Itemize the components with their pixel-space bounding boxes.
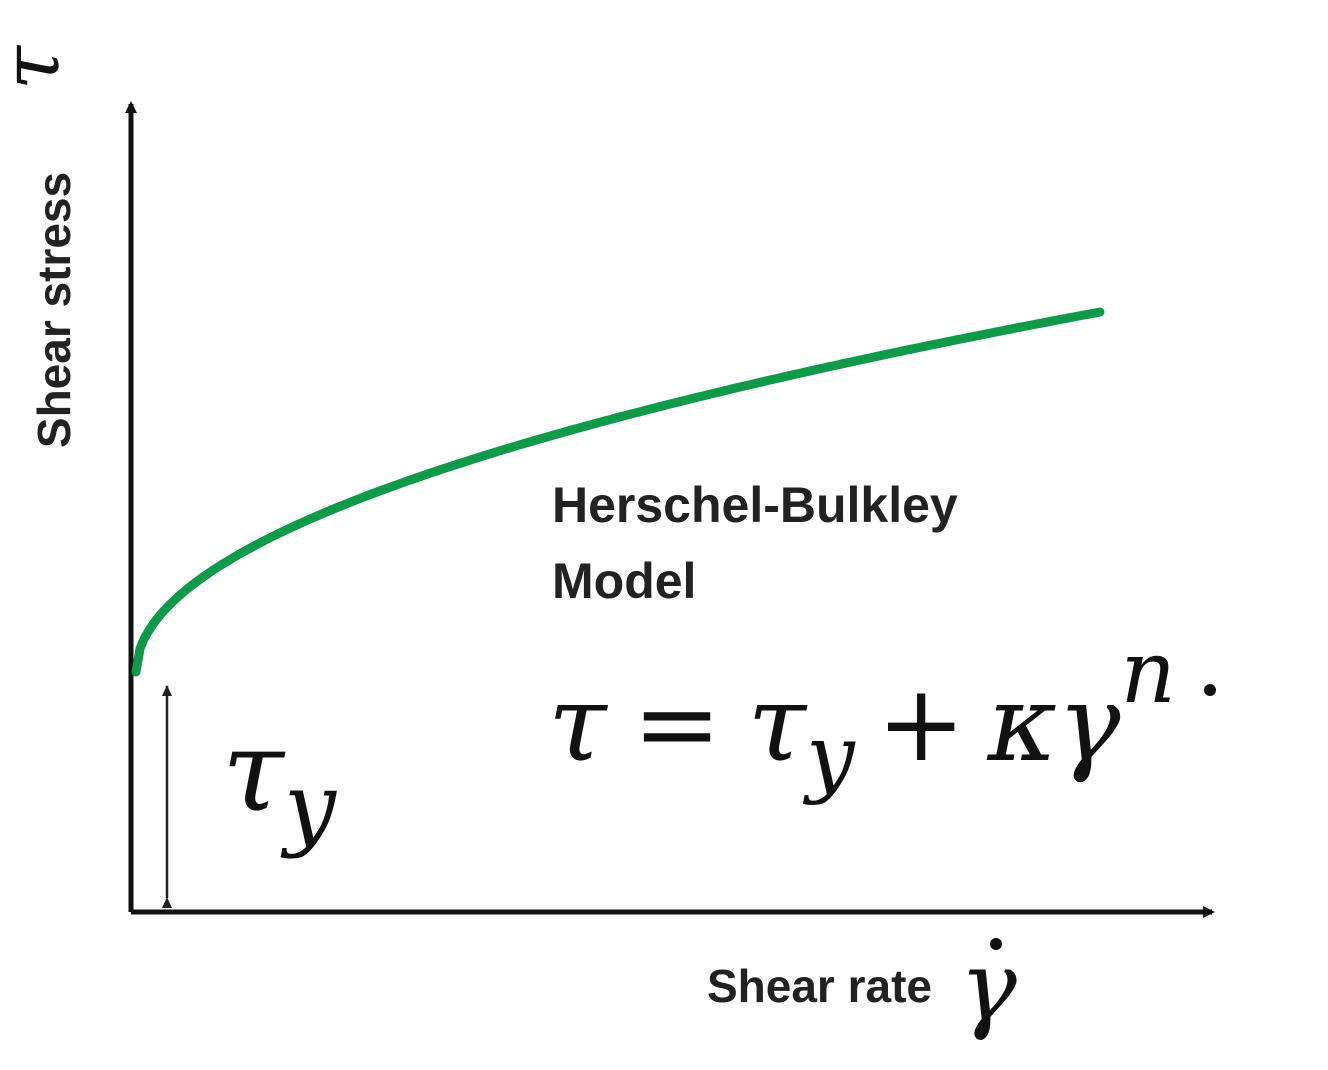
x-axis-symbol-dot <box>990 938 1002 950</box>
x-axis-label: Shear rate <box>707 960 932 1012</box>
equation-equals: = <box>633 662 722 785</box>
equation-plus: + <box>877 662 966 785</box>
equation-gamma-dot <box>1204 684 1216 696</box>
model-equation: τ = τy + κγn <box>548 623 1176 807</box>
yield-stress-subscript: y <box>280 753 337 860</box>
equation-gamma: γ <box>1057 662 1121 785</box>
equation-tau: τ <box>747 662 808 785</box>
y-axis-symbol: τ <box>0 44 77 90</box>
equation-exponent: n <box>1120 623 1175 723</box>
model-name-line-1: Herschel-Bulkley <box>552 477 958 533</box>
x-axis-symbol: γ <box>959 931 1017 1043</box>
yield-stress-symbol: τ <box>222 707 286 837</box>
model-name-line-2: Model <box>552 553 696 609</box>
y-axis-label: Shear stress <box>28 172 80 448</box>
equation-lhs: τ <box>548 662 609 785</box>
equation-kappa: κ <box>987 662 1058 785</box>
yield-stress-label: τy <box>222 707 337 860</box>
equation-tau-subscript: y <box>802 707 856 807</box>
series-line-herschel-bulkley <box>131 307 1105 677</box>
